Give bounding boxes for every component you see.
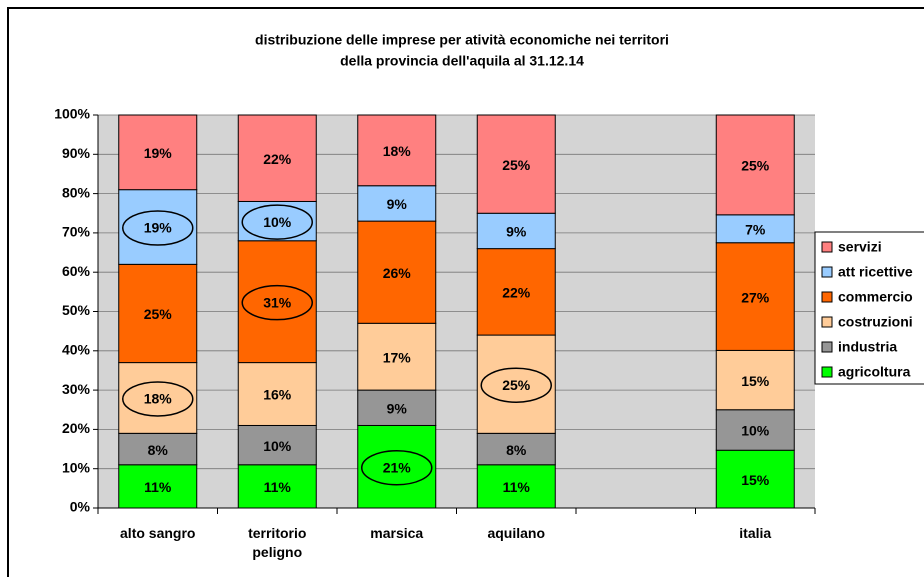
bar-segment bbox=[357, 185, 437, 222]
bar-segment bbox=[715, 114, 795, 216]
bar-segment bbox=[357, 424, 437, 509]
y-tick-label: 40% bbox=[62, 342, 91, 358]
bar-segment bbox=[118, 263, 198, 364]
data-label: 22% bbox=[263, 151, 292, 167]
x-tick-label: territorio peligno bbox=[248, 525, 307, 560]
bar-segment bbox=[357, 114, 437, 187]
legend-label: servizi bbox=[838, 239, 882, 255]
x-tick-label: aquilano bbox=[487, 525, 546, 541]
y-tick-label: 70% bbox=[62, 224, 91, 240]
bar-segment bbox=[118, 362, 198, 434]
data-label: 15% bbox=[741, 373, 770, 389]
bar-segment bbox=[476, 432, 556, 466]
legend-swatch bbox=[821, 316, 833, 328]
data-label: 31% bbox=[263, 294, 292, 310]
y-tick-label: 60% bbox=[62, 263, 91, 279]
bar-segment bbox=[476, 248, 556, 336]
legend-swatch bbox=[821, 241, 833, 253]
bar-segment bbox=[118, 464, 198, 509]
bar-segment bbox=[237, 362, 317, 426]
annotation-circle bbox=[361, 449, 433, 486]
data-label: 27% bbox=[741, 289, 770, 305]
data-label: 22% bbox=[502, 285, 531, 301]
data-label: 10% bbox=[741, 423, 770, 439]
data-label: 9% bbox=[387, 400, 408, 416]
bar-segment bbox=[476, 334, 556, 434]
y-tick-label: 30% bbox=[62, 381, 91, 397]
legend-swatch bbox=[821, 291, 833, 303]
legend-label: costruzioni bbox=[838, 314, 913, 330]
bar-segment bbox=[476, 464, 556, 509]
data-label: 10% bbox=[263, 214, 292, 230]
annotation-circle bbox=[241, 204, 313, 240]
data-label: 25% bbox=[741, 158, 770, 174]
data-label: 9% bbox=[387, 196, 408, 212]
y-tick-label: 90% bbox=[62, 145, 91, 161]
annotation-circle bbox=[122, 381, 194, 417]
data-label: 25% bbox=[144, 306, 173, 322]
x-tick-label: italia bbox=[739, 525, 772, 541]
y-tick-label: 0% bbox=[70, 499, 91, 515]
data-label: 10% bbox=[263, 438, 292, 454]
data-label: 8% bbox=[506, 442, 527, 458]
bar-segment bbox=[715, 449, 795, 509]
data-label: 11% bbox=[144, 479, 172, 495]
data-label: 17% bbox=[383, 349, 412, 365]
legend-label: commercio bbox=[838, 289, 913, 305]
data-label: 8% bbox=[148, 442, 169, 458]
data-label: 15% bbox=[741, 472, 770, 488]
bar-segment bbox=[715, 409, 795, 451]
data-label: 19% bbox=[144, 145, 173, 161]
annotation-circle bbox=[241, 284, 313, 321]
data-label: 25% bbox=[502, 377, 531, 393]
legend-swatch bbox=[821, 341, 833, 353]
bar-segment bbox=[715, 349, 795, 411]
data-label: 18% bbox=[144, 391, 173, 407]
y-tick-label: 100% bbox=[54, 106, 90, 122]
data-label: 18% bbox=[383, 143, 412, 159]
annotation-circle bbox=[122, 210, 194, 246]
y-tick-label: 80% bbox=[62, 184, 91, 200]
data-label: 11% bbox=[264, 479, 292, 495]
data-label: 16% bbox=[263, 387, 292, 403]
chart-title: della provincia dell'aquila al 31.12.14 bbox=[340, 53, 584, 69]
data-label: 19% bbox=[144, 220, 173, 236]
y-tick-label: 10% bbox=[62, 459, 91, 475]
data-label: 26% bbox=[383, 265, 412, 281]
bar-segment bbox=[476, 114, 556, 214]
bar-segment bbox=[237, 240, 317, 364]
y-tick-label: 50% bbox=[62, 302, 91, 318]
data-label: 21% bbox=[383, 459, 412, 475]
data-label: 11% bbox=[503, 479, 531, 495]
chart-title: distribuzione delle imprese per atività … bbox=[255, 32, 669, 48]
bar-segment bbox=[237, 114, 317, 202]
data-label: 7% bbox=[745, 221, 766, 237]
bar-segment bbox=[357, 220, 437, 324]
bar-segment bbox=[118, 114, 198, 191]
data-label: 9% bbox=[506, 224, 527, 240]
legend-label: agricoltura bbox=[838, 364, 911, 380]
legend-box bbox=[814, 231, 924, 385]
annotation-circle bbox=[480, 367, 552, 403]
x-tick-label: alto sangro bbox=[120, 525, 196, 541]
legend-swatch bbox=[821, 366, 833, 378]
legend-label: industria bbox=[838, 339, 897, 355]
x-tick-label: marsica bbox=[370, 525, 424, 541]
legend-label: att ricettive bbox=[838, 264, 913, 280]
bar-segment bbox=[476, 212, 556, 250]
bar-segment bbox=[715, 242, 795, 351]
legend-swatch bbox=[821, 266, 833, 278]
y-tick-label: 20% bbox=[62, 420, 91, 436]
data-label: 25% bbox=[502, 157, 531, 173]
